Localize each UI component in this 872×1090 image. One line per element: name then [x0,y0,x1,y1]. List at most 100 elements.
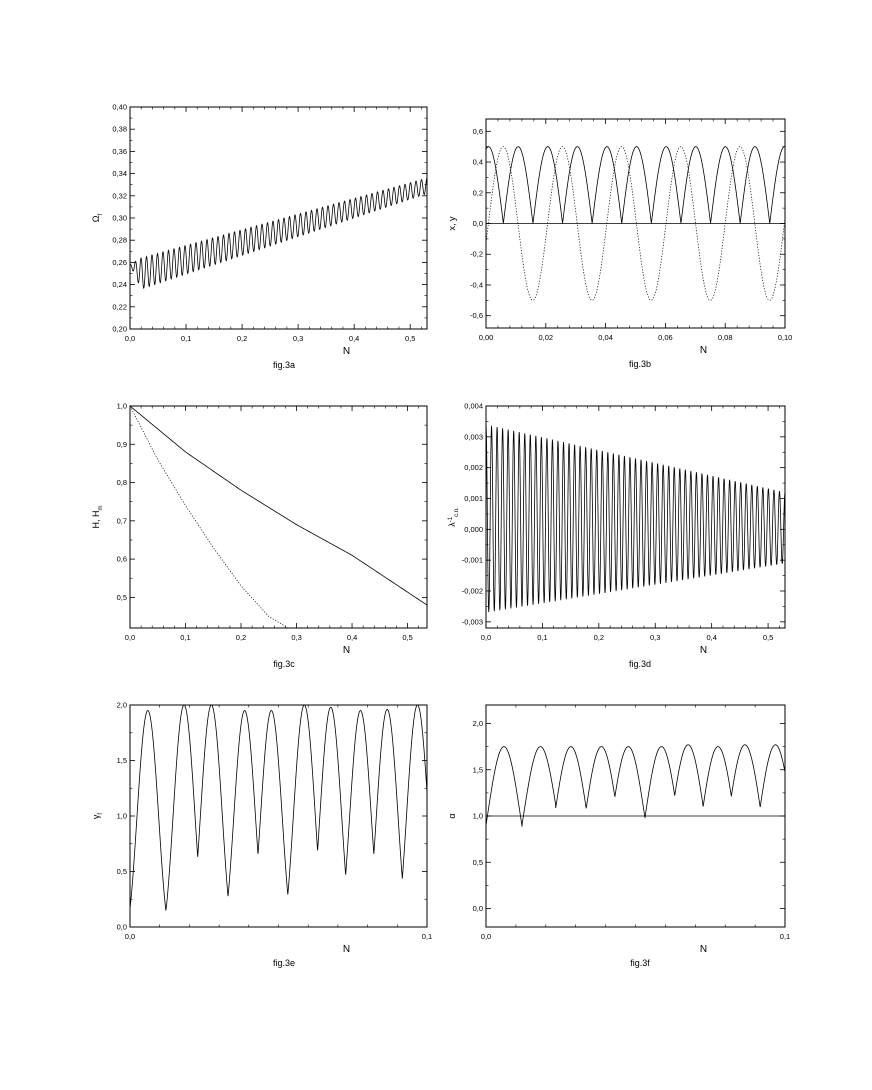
x-tick-label: 0,10 [778,333,793,342]
y-axis-label: α [447,813,457,818]
series-line-2 [130,406,289,628]
y-axis-label-sup: -1 [448,516,454,522]
y-tick-label: 0,6 [473,127,483,136]
y-tick-label: 0,32 [112,191,127,200]
x-tick-label: 0,0 [125,334,135,343]
x-axis-label: N [343,346,350,357]
y-tick-label: 0,7 [117,516,127,525]
x-tick-label: 0,1 [780,932,790,941]
x-tick-label: 0,08 [718,333,733,342]
y-tick-label: -0,2 [470,250,483,259]
x-tick-label: 0,3 [650,633,660,642]
x-tick-label: 0,0 [125,633,135,642]
chart-panel-fig3a: 0,0 0,1 0,2 0,3 0,4 0,5 0,20 0,22 0,24 0,26 0,28 0,… [91,103,428,370]
y-axis-label: x, y [447,216,457,231]
chart-panel-fig3b: 0,00 0,02 0,04 0,06 0,08 0,10 -0,6 -0,4 -0,2 0,0 0… [447,118,793,369]
y-tick-label: 1,0 [117,402,127,411]
figure-caption: fig.3d [629,659,651,669]
x-axis-label: N [700,345,707,356]
y-tick-label: 0,0 [117,923,127,932]
x-tick-label: 0,00 [479,333,494,342]
plot-frame [485,405,786,629]
series-line-1 [130,177,427,290]
y-tick-label: -0,003 [462,617,483,626]
x-tick-label: 0,4 [347,633,357,642]
y-axis-label: λ-1c.n. [447,507,460,527]
y-tick-label: 0,9 [117,440,127,449]
y-tick-label: 1,0 [117,812,127,821]
y-axis-label-sub: f [98,213,104,215]
y-tick-label: 0,22 [112,302,127,311]
chart-panel-fig3e: 0,0 0,1 0,0 0,5 1,0 1,5 2,0 Nγf fig.3e [91,701,432,969]
x-tick-label: 0,0 [481,633,491,642]
x-tick-label: 0,0 [481,932,491,941]
y-tick-label: 0,38 [112,125,127,134]
series-line-1 [130,406,427,606]
x-tick-label: 0,3 [293,334,303,343]
figure-caption: fig.3b [629,359,651,369]
x-tick-label: 0,4 [349,334,359,343]
x-tick-label: 0,2 [237,334,247,343]
x-tick-label: 0,02 [538,333,553,342]
y-tick-label: 0,004 [464,402,483,411]
y-tick-label: 0,6 [117,555,127,564]
figure-caption: fig.3c [273,659,295,669]
y-axis-label-main: λ [447,522,457,527]
chart-panel-fig3d: 0,0 0,1 0,2 0,3 0,4 0,5 -0,003 -0,002 -0,001 0,00… [447,402,786,669]
x-tick-label: 0,06 [658,333,673,342]
y-axis-label: Ωf [91,213,104,222]
figure-caption: fig.3e [273,958,295,968]
x-tick-label: 0,5 [405,334,415,343]
y-tick-label: 0,4 [473,158,483,167]
y-tick-label: 2,0 [473,719,483,728]
y-tick-label: 0,26 [112,258,127,267]
x-tick-label: 0,1 [422,932,432,941]
series-line-1 [130,705,427,911]
y-tick-label: 0,0 [473,904,483,913]
y-axis-label-main: H, H [91,511,101,529]
series-line-1 [486,744,785,827]
y-tick-label: 0,40 [112,103,127,112]
y-tick-label: -0,4 [470,280,483,289]
y-tick-label: 0,0 [473,219,483,228]
x-tick-label: 0,1 [181,334,191,343]
y-axis-label-main: γ [91,814,101,819]
y-tick-label: 0,002 [464,463,483,472]
series-line-2 [486,146,785,301]
y-axis-label: H, Hm [91,506,104,529]
x-tick-label: 0,3 [291,633,301,642]
y-tick-label: 0,20 [112,325,127,334]
y-tick-label: 0,34 [112,169,127,178]
y-axis-label-sub: m [98,506,104,511]
y-tick-label: 2,0 [117,701,127,710]
y-tick-label: 0,2 [473,188,483,197]
y-axis-label: γf [91,813,104,820]
x-tick-label: 0,5 [763,633,773,642]
chart-panel-fig3f: 0,0 0,1 0,0 0,5 1,0 1,5 2,0 Nα fig.3f [447,704,790,968]
x-axis-label: N [700,944,707,955]
plot-frame [129,106,428,330]
y-axis-label-sub: f [98,813,104,815]
y-tick-label: 0,001 [464,494,483,503]
y-tick-label: 0,30 [112,214,127,223]
y-tick-label: 0,5 [117,593,127,602]
x-tick-label: 0,0 [125,932,135,941]
y-tick-label: 1,5 [117,756,127,765]
y-tick-label: -0,6 [470,311,483,320]
plot-frame [129,704,428,928]
x-tick-label: 0,2 [594,633,604,642]
y-tick-label: 0,5 [473,858,483,867]
y-tick-label: 1,5 [473,765,483,774]
x-axis-label: N [343,645,350,656]
x-axis-label: N [700,645,707,656]
y-axis-label-main: Ω [91,215,101,222]
chart-panel-fig3c: 0,0 0,1 0,2 0,3 0,4 0,5 0,5 0,6 0,7 0,8 0,9 1,0 N H, … [91,402,428,669]
x-tick-label: 0,2 [236,633,246,642]
x-tick-label: 0,1 [537,633,547,642]
x-axis-label: N [343,944,350,955]
plot-frame [129,405,428,629]
series-line-1 [486,424,785,613]
y-axis-label-sub: c.n. [454,507,460,517]
series-line-1 [486,146,785,225]
